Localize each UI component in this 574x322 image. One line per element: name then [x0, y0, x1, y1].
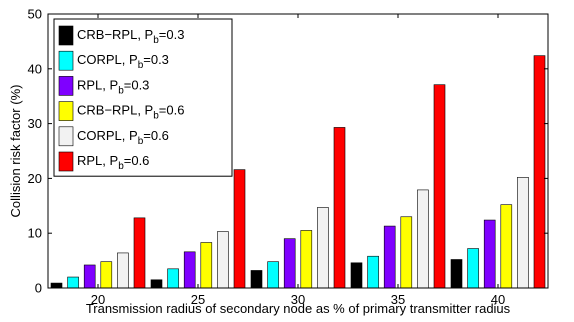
y-tick-label: 50: [28, 7, 42, 22]
x-tick-label: 25: [191, 292, 205, 307]
legend-label-2: CORPL, Pb=0.3: [77, 52, 169, 71]
y-tick-label: 30: [28, 116, 42, 131]
y-tick-label: 20: [28, 171, 42, 186]
y-tick-label: 0: [35, 281, 42, 296]
bar-1-20: [50, 282, 63, 289]
legend-label-6: RPL, Pb=0.6: [77, 153, 149, 172]
bar-4-30: [300, 230, 313, 289]
bar-6-30: [333, 127, 346, 289]
bar-5-30: [317, 207, 329, 289]
bar-6-20: [133, 217, 146, 289]
legend-label-1: CRB−RPL, Pb=0.3: [77, 27, 184, 46]
legend-label-4: CRB−RPL, Pb=0.6: [77, 103, 184, 122]
bar-1-35: [350, 262, 363, 289]
bar-3-25: [183, 251, 196, 289]
bar-4-35: [400, 216, 413, 289]
bar-1-40: [450, 259, 463, 289]
legend: CRB−RPL, Pb=0.3 CORPL, Pb=0.3 RPL, Pb=0.3 C…: [53, 18, 233, 177]
bar-5-25: [217, 231, 229, 289]
bar-5-35: [417, 189, 429, 289]
x-tick-label: 20: [91, 292, 105, 307]
bar-5-20: [117, 252, 129, 289]
bar-4-20: [100, 261, 113, 289]
y-tick-label: 40: [28, 61, 42, 76]
legend-swatch-3: [58, 76, 74, 96]
bar-3-30: [283, 238, 296, 289]
bar-6-35: [433, 84, 446, 289]
bar-2-40: [467, 248, 479, 289]
bar-1-30: [250, 270, 263, 289]
bar-4-25: [200, 242, 213, 289]
bar-3-20: [83, 264, 96, 289]
axes-group: 0 10 20 30 40 50 20 25 30 35 40: [28, 7, 549, 307]
bar-3-35: [383, 225, 396, 289]
legend-swatch-4: [58, 101, 74, 121]
legend-swatch-1: [58, 25, 74, 46]
y-tick-label: 10: [28, 226, 42, 241]
bar-2-20: [67, 276, 79, 289]
legend-label-3: RPL, Pb=0.3: [77, 77, 149, 96]
legend-swatch-2: [58, 50, 74, 71]
legend-label-5: CORPL, Pb=0.6: [77, 128, 169, 147]
x-tick-label: 30: [291, 292, 305, 307]
bar-2-30: [267, 261, 279, 289]
legend-swatch-5: [58, 126, 74, 147]
bar-4-40: [500, 204, 513, 289]
bar-6-25: [233, 169, 246, 289]
bar-2-25: [167, 268, 179, 289]
x-axis-label: Transmission radius of secondary node as…: [86, 301, 511, 316]
y-axis-label: Collision risk factor (%): [8, 85, 23, 218]
bar-5-40: [517, 177, 529, 289]
bar-1-25: [150, 279, 163, 289]
legend-box: [53, 18, 233, 177]
x-tick-label: 35: [391, 292, 405, 307]
bar-3-40: [483, 219, 496, 289]
bar-2-35: [367, 255, 379, 289]
legend-swatch-6: [58, 151, 74, 172]
bar-6-40: [533, 55, 546, 289]
x-tick-label: 40: [491, 292, 505, 307]
